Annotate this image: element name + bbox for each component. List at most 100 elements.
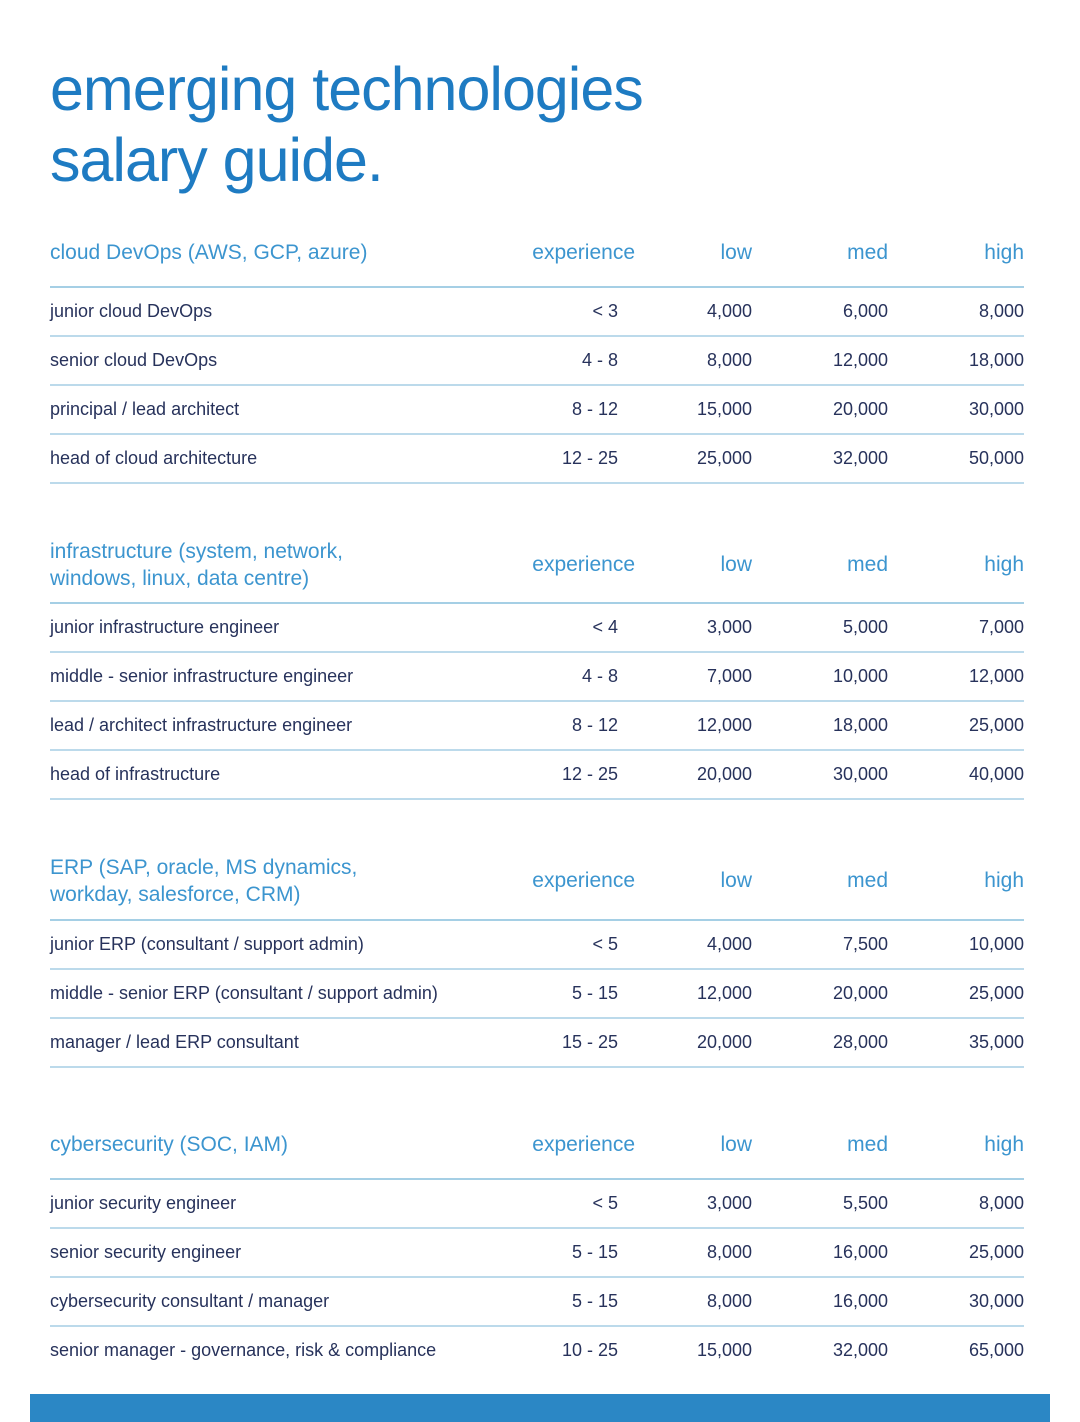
section-infrastructure: infrastructure (system, network, windows… (50, 538, 1024, 801)
high-cell: 50,000 (968, 447, 1024, 468)
section-title: ERP (SAP, oracle, MS dynamics, workday, … (50, 856, 358, 907)
low-cell: 12,000 (696, 715, 752, 736)
high-cell: 25,000 (968, 715, 1024, 736)
med-cell: 16,000 (832, 1290, 888, 1311)
low-cell: 8,000 (706, 1290, 752, 1311)
high-cell: 18,000 (968, 349, 1024, 370)
med-cell: 5,000 (842, 617, 888, 638)
med-cell: 20,000 (832, 398, 888, 419)
role-cell: middle - senior infrastructure engineer (50, 666, 354, 687)
table-row: senior manager - governance, risk & comp… (50, 1327, 1024, 1374)
high-cell: 12,000 (968, 666, 1024, 687)
column-header-high: high (984, 240, 1024, 264)
high-cell: 25,000 (968, 1241, 1024, 1262)
experience-cell: 4 - 8 (581, 349, 618, 370)
med-cell: 5,500 (842, 1192, 888, 1213)
high-cell: 8,000 (978, 300, 1024, 321)
column-header-low: low (720, 552, 752, 576)
column-header-med: med (847, 552, 888, 576)
table-row: lead / architect infrastructure engineer… (50, 702, 1024, 752)
high-cell: 40,000 (968, 764, 1024, 785)
med-cell: 7,500 (842, 933, 888, 954)
high-cell: 8,000 (978, 1192, 1024, 1213)
low-cell: 3,000 (706, 617, 752, 638)
role-cell: junior ERP (consultant / support admin) (50, 933, 364, 954)
role-cell: senior security engineer (50, 1241, 242, 1262)
section-header-row: cloud DevOps (AWS, GCP, azure) experienc… (50, 230, 1024, 288)
experience-cell: 5 - 15 (571, 982, 618, 1003)
column-header-experience: experience (532, 240, 635, 264)
experience-cell: 10 - 25 (561, 1339, 618, 1360)
role-cell: head of infrastructure (50, 764, 221, 785)
med-cell: 12,000 (832, 349, 888, 370)
low-cell: 8,000 (706, 349, 752, 370)
role-cell: manager / lead ERP consultant (50, 1031, 299, 1052)
med-cell: 6,000 (842, 300, 888, 321)
low-cell: 25,000 (696, 447, 752, 468)
experience-cell: 12 - 25 (561, 764, 618, 785)
column-header-experience: experience (532, 552, 635, 576)
experience-cell: < 3 (592, 300, 618, 321)
experience-cell: < 5 (592, 933, 618, 954)
role-cell: junior security engineer (50, 1192, 237, 1213)
low-cell: 7,000 (706, 666, 752, 687)
section-cybersecurity: cybersecurity (SOC, IAM) experience low … (50, 1122, 1024, 1374)
med-cell: 18,000 (832, 715, 888, 736)
experience-cell: 5 - 15 (571, 1290, 618, 1311)
footer-accent-bar (30, 1394, 1050, 1422)
column-header-med: med (847, 1132, 888, 1156)
role-cell: head of cloud architecture (50, 447, 258, 468)
med-cell: 28,000 (832, 1031, 888, 1052)
low-cell: 3,000 (706, 1192, 752, 1213)
high-cell: 10,000 (968, 933, 1024, 954)
role-cell: middle - senior ERP (consultant / suppor… (50, 982, 438, 1003)
page-title: emerging technologies salary guide. (50, 54, 1030, 196)
table-row: senior security engineer 5 - 15 8,000 16… (50, 1229, 1024, 1278)
column-header-high: high (984, 1132, 1024, 1156)
section-erp: ERP (SAP, oracle, MS dynamics, workday, … (50, 854, 1024, 1068)
section-title: cloud DevOps (AWS, GCP, azure) (50, 240, 368, 264)
high-cell: 7,000 (978, 617, 1024, 638)
role-cell: principal / lead architect (50, 398, 240, 419)
table-row: cybersecurity consultant / manager 5 - 1… (50, 1278, 1024, 1327)
high-cell: 30,000 (968, 398, 1024, 419)
med-cell: 32,000 (832, 447, 888, 468)
low-cell: 20,000 (696, 764, 752, 785)
column-header-low: low (720, 869, 752, 893)
table-row: junior infrastructure engineer < 4 3,000… (50, 604, 1024, 654)
low-cell: 15,000 (696, 1339, 752, 1360)
experience-cell: < 4 (592, 617, 618, 638)
column-header-med: med (847, 240, 888, 264)
low-cell: 8,000 (706, 1241, 752, 1262)
role-cell: senior cloud DevOps (50, 349, 218, 370)
page-title-line2: salary guide. (50, 125, 384, 194)
column-header-high: high (984, 869, 1024, 893)
section-header-row: cybersecurity (SOC, IAM) experience low … (50, 1122, 1024, 1180)
column-header-med: med (847, 869, 888, 893)
role-cell: lead / architect infrastructure engineer (50, 715, 353, 736)
column-header-low: low (720, 240, 752, 264)
med-cell: 10,000 (832, 666, 888, 687)
section-title: cybersecurity (SOC, IAM) (50, 1133, 289, 1157)
table-row: middle - senior infrastructure engineer … (50, 653, 1024, 703)
med-cell: 32,000 (832, 1339, 888, 1360)
experience-cell: 8 - 12 (571, 398, 618, 419)
table-row: head of cloud architecture 12 - 25 25,00… (50, 435, 1024, 484)
low-cell: 4,000 (706, 300, 752, 321)
table-row: principal / lead architect 8 - 12 15,000… (50, 386, 1024, 435)
experience-cell: < 5 (592, 1192, 618, 1213)
high-cell: 65,000 (968, 1339, 1024, 1360)
column-header-experience: experience (532, 869, 635, 893)
table-row: head of infrastructure 12 - 25 20,000 30… (50, 751, 1024, 801)
role-cell: senior manager - governance, risk & comp… (50, 1339, 437, 1360)
low-cell: 15,000 (696, 398, 752, 419)
experience-cell: 15 - 25 (561, 1031, 618, 1052)
high-cell: 30,000 (968, 1290, 1024, 1311)
table-row: senior cloud DevOps 4 - 8 8,000 12,000 1… (50, 337, 1024, 386)
table-row: junior cloud DevOps < 3 4,000 6,000 8,00… (50, 288, 1024, 337)
role-cell: cybersecurity consultant / manager (50, 1290, 330, 1311)
table-row: junior ERP (consultant / support admin) … (50, 921, 1024, 970)
high-cell: 25,000 (968, 982, 1024, 1003)
page-title-line1: emerging technologies (50, 55, 644, 123)
